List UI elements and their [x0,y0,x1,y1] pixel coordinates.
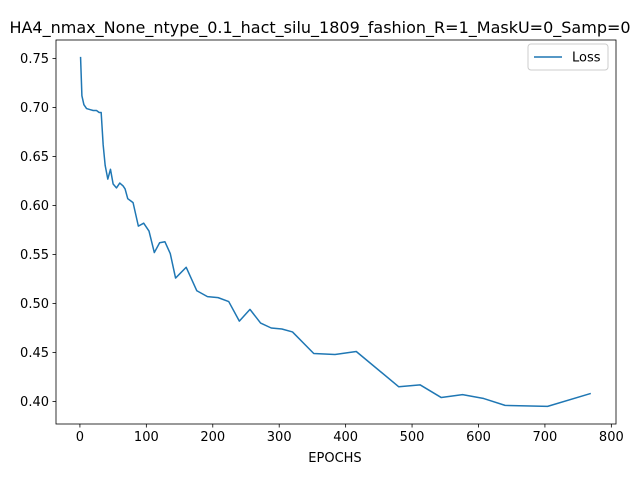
y-tick-label: 0.40 [20,395,49,410]
y-tick-label: 0.45 [20,346,49,361]
x-tick-label: 100 [134,430,159,445]
x-tick-label: 500 [400,430,425,445]
y-tick-label: 0.70 [20,101,49,116]
plot-frame [55,39,617,425]
y-tick-label: 0.55 [20,248,49,263]
legend-label: Loss [572,51,601,66]
chart-title: HA4_nmax_None_ntype_0.1_hact_silu_1809_f… [9,18,630,38]
x-tick-label: 700 [533,430,558,445]
legend-box [527,43,609,71]
y-tick-label: 0.65 [20,150,49,165]
x-tick-label: 400 [333,430,358,445]
x-tick-label: 200 [200,430,225,445]
legend: Loss [527,43,609,71]
y-tick-label: 0.75 [20,52,49,67]
plot-area: 0 100 200 300 400 500 600 700 800 0.40 0.45 0.50 0.5… [20,39,624,445]
x-tick-label: 800 [599,430,624,445]
y-tick-label: 0.60 [20,199,49,214]
series-line-loss [79,56,592,408]
x-tick-label: 600 [466,430,491,445]
x-tick-label: 300 [267,430,292,445]
x-tick-label: 0 [76,430,84,445]
y-tick-label: 0.50 [20,297,49,312]
x-axis-label: EPOCHS [308,451,361,466]
